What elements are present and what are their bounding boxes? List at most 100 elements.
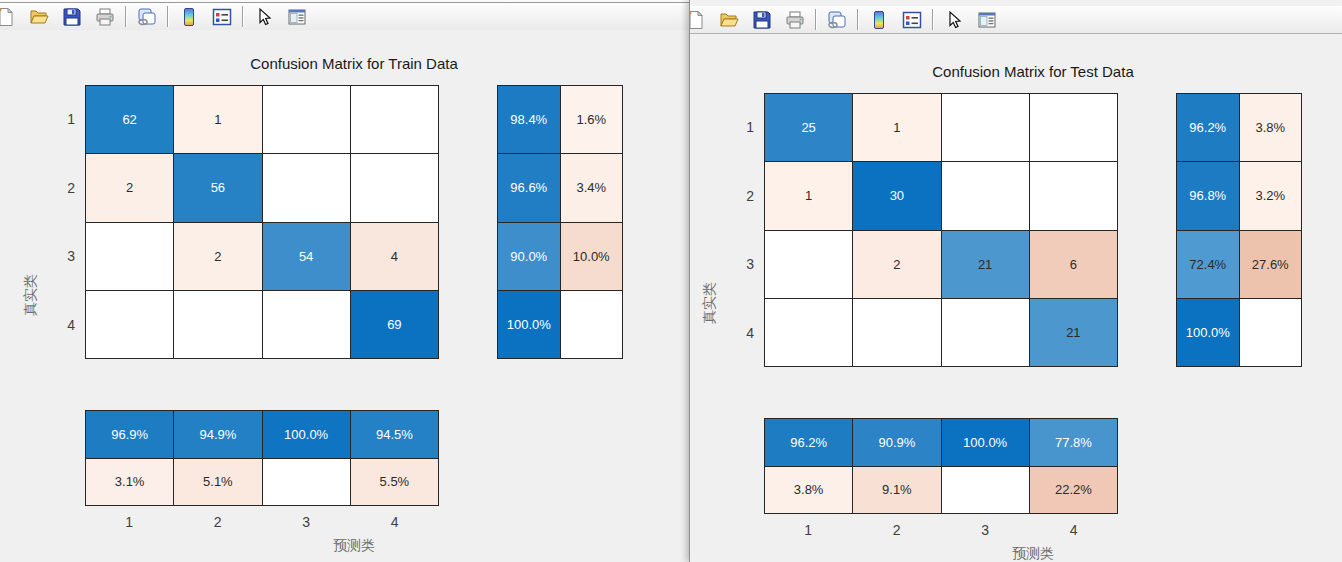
matrix-cell: 54 <box>263 223 350 290</box>
save-figure-icon[interactable] <box>750 8 773 31</box>
matrix-cell <box>351 86 438 153</box>
matrix-cell: 6 <box>1030 231 1117 298</box>
y-tick-label: 3 <box>41 222 75 291</box>
insert-legend-icon[interactable] <box>210 5 233 28</box>
row-summary-cell: 3.2% <box>1240 162 1302 229</box>
insert-legend-icon[interactable] <box>900 8 923 31</box>
row-summary-cell: 96.8% <box>1177 162 1239 229</box>
row-summary-cell: 96.2% <box>1177 94 1239 161</box>
property-inspector-icon[interactable] <box>285 5 308 28</box>
matrix-cell: 2 <box>174 223 261 290</box>
matrix-cell <box>86 291 173 358</box>
matrix-cell: 30 <box>853 162 940 229</box>
new-figure-icon[interactable] <box>0 5 17 28</box>
column-summary-cell: 9.1% <box>853 467 940 514</box>
row-summary-cell: 1.6% <box>561 86 623 153</box>
row-summary-cell <box>1240 299 1302 366</box>
row-summary-cell: 10.0% <box>561 223 623 290</box>
matrix-cell: 21 <box>1030 299 1117 366</box>
print-figure-icon[interactable] <box>93 5 116 28</box>
row-summary-cell <box>561 291 623 358</box>
column-summary-cell: 3.1% <box>86 459 173 506</box>
matrix-cell <box>942 94 1029 161</box>
x-tick-label: 2 <box>853 522 942 538</box>
new-figure-icon[interactable] <box>690 8 707 31</box>
edit-plot-arrow-icon[interactable] <box>252 5 275 28</box>
column-summary-cell: 5.5% <box>351 459 438 506</box>
y-tick-label: 2 <box>41 154 75 223</box>
figure-window: Confusion Matrix for Train Data 真实类 1234… <box>0 0 690 562</box>
property-inspector-icon[interactable] <box>975 8 998 31</box>
figure-canvas: Confusion Matrix for Train Data 真实类 1234… <box>0 30 690 562</box>
row-summary-cell: 100.0% <box>1177 299 1239 366</box>
row-summary-cell: 3.8% <box>1240 94 1302 161</box>
insert-colorbar-icon[interactable] <box>177 5 200 28</box>
x-axis-ticks: 1234 <box>85 514 439 530</box>
toolbar-separator <box>242 6 243 27</box>
matrix-cell <box>765 231 852 298</box>
column-normalized-summary-grid: 96.9%94.9%100.0%94.5%3.1%5.1%5.5% <box>85 410 439 506</box>
matrix-cell <box>765 299 852 366</box>
x-tick-label: 4 <box>351 514 440 530</box>
toolbar-separator <box>167 6 168 27</box>
column-summary-cell: 100.0% <box>942 419 1029 466</box>
open-file-icon[interactable] <box>717 8 740 31</box>
matrix-cell <box>174 291 261 358</box>
x-tick-label: 3 <box>262 514 351 530</box>
column-summary-cell: 3.8% <box>765 467 852 514</box>
x-tick-label: 1 <box>764 522 853 538</box>
insert-colorbar-icon[interactable] <box>867 8 890 31</box>
toolbar-separator <box>815 9 816 30</box>
y-tick-label: 1 <box>720 93 754 162</box>
y-tick-label: 4 <box>720 299 754 368</box>
column-summary-cell: 96.9% <box>86 411 173 458</box>
row-normalized-summary-grid: 96.2%3.8%96.8%3.2%72.4%27.6%100.0% <box>1176 93 1302 367</box>
toolbar-separator <box>125 6 126 27</box>
y-axis-ticks: 1234 <box>720 93 754 367</box>
x-tick-label: 1 <box>85 514 174 530</box>
row-normalized-summary-grid: 98.4%1.6%96.6%3.4%90.0%10.0%100.0% <box>497 85 623 359</box>
confusion-matrix-grid: 621256254469 <box>85 85 439 359</box>
x-tick-label: 2 <box>174 514 263 530</box>
chart-title: Confusion Matrix for Train Data <box>85 55 623 72</box>
open-file-icon[interactable] <box>27 5 50 28</box>
figure-toolbar <box>690 6 1342 34</box>
row-summary-cell: 98.4% <box>498 86 560 153</box>
matrix-cell <box>942 299 1029 366</box>
figure-toolbar <box>0 3 690 31</box>
matrix-cell: 25 <box>765 94 852 161</box>
x-axis-label: 预测类 <box>764 545 1302 562</box>
column-summary-cell: 94.5% <box>351 411 438 458</box>
x-tick-label: 3 <box>941 522 1030 538</box>
column-summary-cell <box>263 459 350 506</box>
link-plot-icon[interactable] <box>825 8 848 31</box>
column-summary-cell: 22.2% <box>1030 467 1117 514</box>
edit-plot-arrow-icon[interactable] <box>942 8 965 31</box>
row-summary-cell: 90.0% <box>498 223 560 290</box>
matrix-cell: 2 <box>86 154 173 221</box>
y-axis-label: 真实类 <box>22 195 38 395</box>
y-axis-ticks: 1234 <box>41 85 75 359</box>
link-plot-icon[interactable] <box>135 5 158 28</box>
matrix-cell <box>263 154 350 221</box>
y-tick-label: 2 <box>720 162 754 231</box>
column-summary-cell: 94.9% <box>174 411 261 458</box>
matrix-cell: 1 <box>174 86 261 153</box>
matrix-cell <box>1030 162 1117 229</box>
column-summary-cell: 100.0% <box>263 411 350 458</box>
figure-canvas: Confusion Matrix for Test Data 真实类 1234 … <box>690 34 1342 562</box>
matrix-cell <box>942 162 1029 229</box>
print-figure-icon[interactable] <box>783 8 806 31</box>
x-tick-label: 4 <box>1030 522 1119 538</box>
matrix-cell: 1 <box>853 94 940 161</box>
y-tick-label: 1 <box>41 85 75 154</box>
toolbar-separator <box>932 9 933 30</box>
row-summary-cell: 96.6% <box>498 154 560 221</box>
column-summary-cell: 90.9% <box>853 419 940 466</box>
toolbar-icons <box>0 5 313 28</box>
save-figure-icon[interactable] <box>60 5 83 28</box>
column-summary-cell: 77.8% <box>1030 419 1117 466</box>
matrix-cell: 69 <box>351 291 438 358</box>
y-tick-label: 3 <box>720 230 754 299</box>
column-summary-cell <box>942 467 1029 514</box>
